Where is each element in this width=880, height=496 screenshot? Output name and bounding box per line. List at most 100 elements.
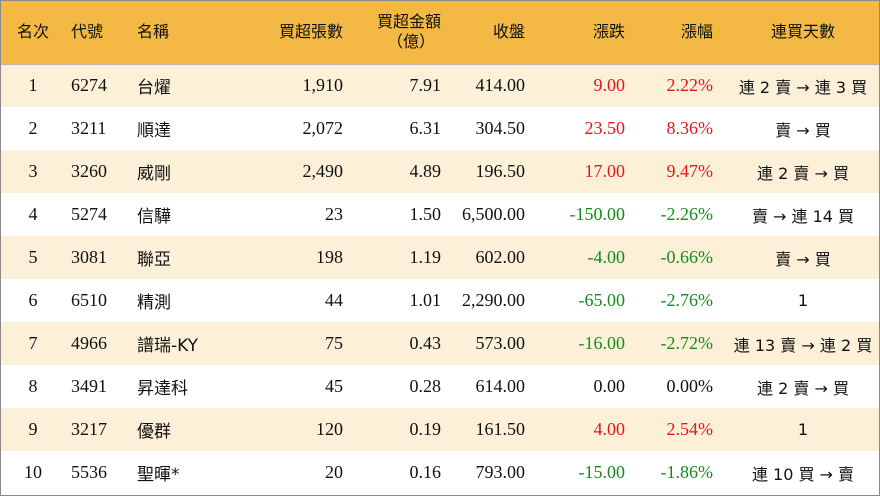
close-cell: 793.00	[475, 462, 526, 482]
code-cell: 4966	[71, 333, 107, 353]
volume-cell: 120	[316, 419, 343, 439]
name-cell: 昇達科	[137, 379, 188, 399]
pct-cell: -1.86%	[660, 462, 714, 482]
table-row[interactable]: 6 6510 精測 44 1.01 2,290.00 -65.00 -2.76% 1	[1, 279, 879, 322]
pct-cell: 0.00%	[666, 376, 714, 396]
volume-cell: 75	[325, 333, 343, 353]
days-cell: 連 2 賣 → 買	[757, 163, 849, 183]
code-cell: 3491	[71, 376, 107, 396]
change-cell: 0.00	[593, 376, 626, 396]
days-cell: 賣 → 連 14 買	[751, 206, 855, 226]
amount-cell: 6.31	[409, 118, 442, 138]
table-row[interactable]: 10 5536 聖暉* 20 0.16 793.00 -15.00 -1.86% 連 10 買 …	[1, 451, 879, 494]
change-cell: -15.00	[578, 462, 626, 482]
rank-cell: 4	[28, 204, 38, 224]
table-body: 1 6274 台燿 1,910 7.91 414.00 9.00 2.22% 連 2 賣 → 連…	[1, 63, 879, 494]
table-row[interactable]: 9 3217 優群 120 0.19 161.50 4.00 2.54% 1	[1, 408, 879, 451]
volume-cell: 45	[325, 376, 343, 396]
close-cell: 196.50	[475, 161, 526, 181]
table-row[interactable]: 7 4966 譜瑞-KY 75 0.43 573.00 -16.00 -2.72% 連 13 賣…	[1, 322, 879, 365]
header-code[interactable]: 代號	[71, 22, 104, 42]
rank-cell: 10	[24, 462, 42, 482]
code-cell: 5536	[71, 462, 107, 482]
amount-cell: 0.43	[409, 333, 442, 353]
rank-cell: 3	[28, 161, 38, 181]
rank-cell: 5	[28, 247, 38, 267]
amount-cell: 0.28	[409, 376, 442, 396]
table-row[interactable]: 4 5274 信驊 23 1.50 6,500.00 -150.00 -2.26% 賣 → 連 …	[1, 193, 879, 236]
table-row[interactable]: 2 3211 順達 2,072 6.31 304.50 23.50 8.36% 賣 → 買	[1, 107, 879, 150]
amount-cell: 1.19	[409, 247, 442, 267]
code-cell: 3217	[71, 419, 107, 439]
change-cell: 4.00	[593, 419, 626, 439]
change-cell: -4.00	[587, 247, 626, 267]
name-cell: 台燿	[131, 63, 237, 107]
header-amount-line1: 買超金額	[376, 12, 441, 32]
header-pct[interactable]: 漲幅	[680, 22, 713, 42]
name-cell: 譜瑞-KY	[137, 336, 199, 356]
close-cell: 161.50	[475, 419, 526, 439]
volume-cell: 20	[325, 462, 343, 482]
close-cell: 2,290.00	[462, 290, 525, 310]
code-cell: 3260	[71, 161, 107, 181]
days-cell: 連 13 賣 → 連 2 買	[733, 335, 873, 355]
code-cell: 5274	[71, 204, 107, 224]
days-cell: 連 10 買 → 賣	[751, 464, 855, 484]
change-cell: -16.00	[578, 333, 626, 353]
name-cell: 優群	[137, 422, 171, 442]
days-cell: 賣 → 買	[775, 249, 831, 269]
rank-cell: 6	[28, 290, 38, 310]
amount-cell: 0.16	[409, 462, 442, 482]
table-row[interactable]: 8 3491 昇達科 45 0.28 614.00 0.00 0.00% 連 2 賣 → 買	[1, 365, 879, 408]
volume-cell: 44	[325, 290, 343, 310]
rank-cell: 7	[28, 333, 38, 353]
days-cell: 賣 → 買	[775, 120, 831, 140]
pct-cell: 9.47%	[666, 161, 714, 181]
amount-cell: 4.89	[409, 161, 442, 181]
table-row[interactable]: 1 6274 台燿 1,910 7.91 414.00 9.00 2.22% 連 2 賣 → 連…	[1, 63, 879, 107]
pct-cell: 2.22%	[637, 63, 727, 107]
pct-cell: -0.66%	[660, 247, 714, 267]
table-header: 名次 代號 名稱 買超張數 買超金額 （億） 收盤 漲跌 漲幅 連買天數	[1, 1, 879, 64]
change-cell: 23.50	[584, 118, 626, 138]
change-cell: -65.00	[578, 290, 626, 310]
header-amount[interactable]: 買超金額 （億）	[351, 1, 455, 64]
header-close[interactable]: 收盤	[492, 22, 525, 42]
amount-cell: 1.01	[409, 290, 442, 310]
volume-cell: 2,490	[302, 161, 344, 181]
close-cell: 573.00	[475, 333, 526, 353]
close-cell: 602.00	[475, 247, 526, 267]
days-cell: 連 2 賣 → 買	[757, 378, 849, 398]
name-cell: 精測	[137, 293, 171, 313]
pct-cell: 2.54%	[666, 419, 714, 439]
rank-cell: 2	[28, 118, 38, 138]
header-volume[interactable]: 買超張數	[278, 22, 343, 42]
table-row[interactable]: 5 3081 聯亞 198 1.19 602.00 -4.00 -0.66% 賣 → 買	[1, 236, 879, 279]
header-row: 名次 代號 名稱 買超張數 買超金額 （億） 收盤 漲跌 漲幅 連買天數	[1, 1, 879, 64]
name-cell: 順達	[137, 121, 171, 141]
code-cell: 6274	[65, 63, 131, 107]
rank-cell: 9	[28, 419, 38, 439]
name-cell: 聖暉*	[137, 465, 180, 485]
header-days[interactable]: 連買天數	[770, 22, 835, 42]
change-cell: 9.00	[547, 63, 637, 107]
header-change[interactable]: 漲跌	[592, 22, 625, 42]
close-cell: 614.00	[475, 376, 526, 396]
volume-cell: 1,910	[237, 63, 351, 107]
header-amount-unit: （億）	[386, 32, 435, 52]
code-cell: 6510	[71, 290, 107, 310]
pct-cell: -2.72%	[660, 333, 714, 353]
header-rank[interactable]: 名次	[16, 22, 49, 42]
volume-cell: 198	[316, 247, 343, 267]
change-cell: 17.00	[584, 161, 626, 181]
rank-cell: 8	[28, 376, 38, 396]
days-cell: 連 2 賣 → 連 3 買	[727, 63, 879, 107]
table-row[interactable]: 3 3260 威剛 2,490 4.89 196.50 17.00 9.47% 連 2 賣 → …	[1, 150, 879, 193]
close-cell: 304.50	[475, 118, 526, 138]
days-cell: 1	[797, 420, 809, 439]
volume-cell: 2,072	[302, 118, 344, 138]
rank-cell: 1	[1, 63, 65, 107]
header-name[interactable]: 名稱	[137, 22, 170, 42]
amount-cell: 7.91	[351, 63, 455, 107]
